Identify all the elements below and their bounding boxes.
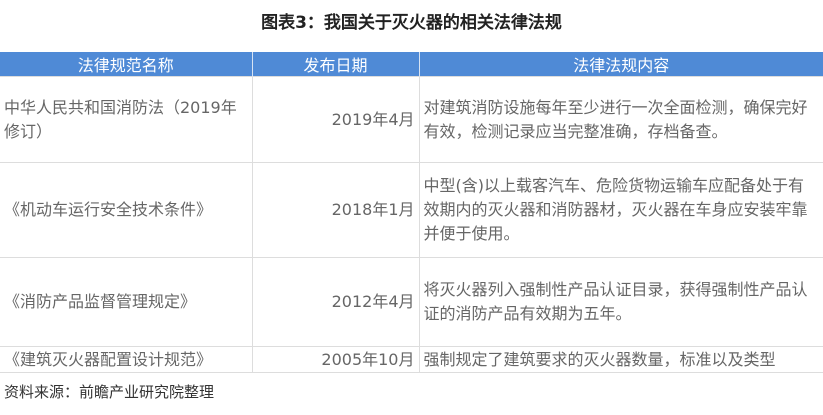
- law-content: 将灭火器列入强制性产品认证目录，获得强制性产品认证的消防产品有效期为五年。: [419, 257, 823, 347]
- law-name: 《消防产品监督管理规定》: [0, 257, 253, 347]
- publish-date: 2005年10月: [252, 346, 420, 373]
- header-content: 法律法规内容: [419, 52, 823, 77]
- law-content: 中型(含)以上载客汽车、危险货物运输车应配备处于有效期内的灭火器和消防器材，灭火…: [419, 162, 823, 258]
- table-row: 《消防产品监督管理规定》 2012年4月 将灭火器列入强制性产品认证目录，获得强…: [0, 257, 823, 347]
- header-name: 法律规范名称: [0, 52, 253, 77]
- publish-date: 2012年4月: [252, 257, 420, 347]
- header-date: 发布日期: [252, 52, 420, 77]
- table-row: 《机动车运行安全技术条件》 2018年1月 中型(含)以上载客汽车、危险货物运输…: [0, 162, 823, 258]
- table-header-row: 法律规范名称 发布日期 法律法规内容: [0, 52, 823, 77]
- regulations-table: 法律规范名称 发布日期 法律法规内容 中华人民共和国消防法（2019年修订） 2…: [0, 52, 823, 373]
- source-note: 资料来源：前瞻产业研究院整理: [4, 383, 215, 401]
- law-content: 强制规定了建筑要求的灭火器数量，标准以及类型: [419, 346, 823, 373]
- law-name: 《机动车运行安全技术条件》: [0, 162, 253, 258]
- publish-date: 2018年1月: [252, 162, 420, 258]
- law-content: 对建筑消防设施每年至少进行一次全面检测，确保完好有效，检测记录应当完整准确，存档…: [419, 76, 823, 163]
- page-title: 图表3：我国关于灭火器的相关法律法规: [261, 13, 562, 33]
- table-row: 《建筑灭火器配置设计规范》 2005年10月 强制规定了建筑要求的灭火器数量，标…: [0, 346, 823, 373]
- publish-date: 2019年4月: [252, 76, 420, 163]
- table-row: 中华人民共和国消防法（2019年修订） 2019年4月 对建筑消防设施每年至少进…: [0, 76, 823, 163]
- law-name: 中华人民共和国消防法（2019年修订）: [0, 76, 253, 163]
- law-name: 《建筑灭火器配置设计规范》: [0, 346, 253, 373]
